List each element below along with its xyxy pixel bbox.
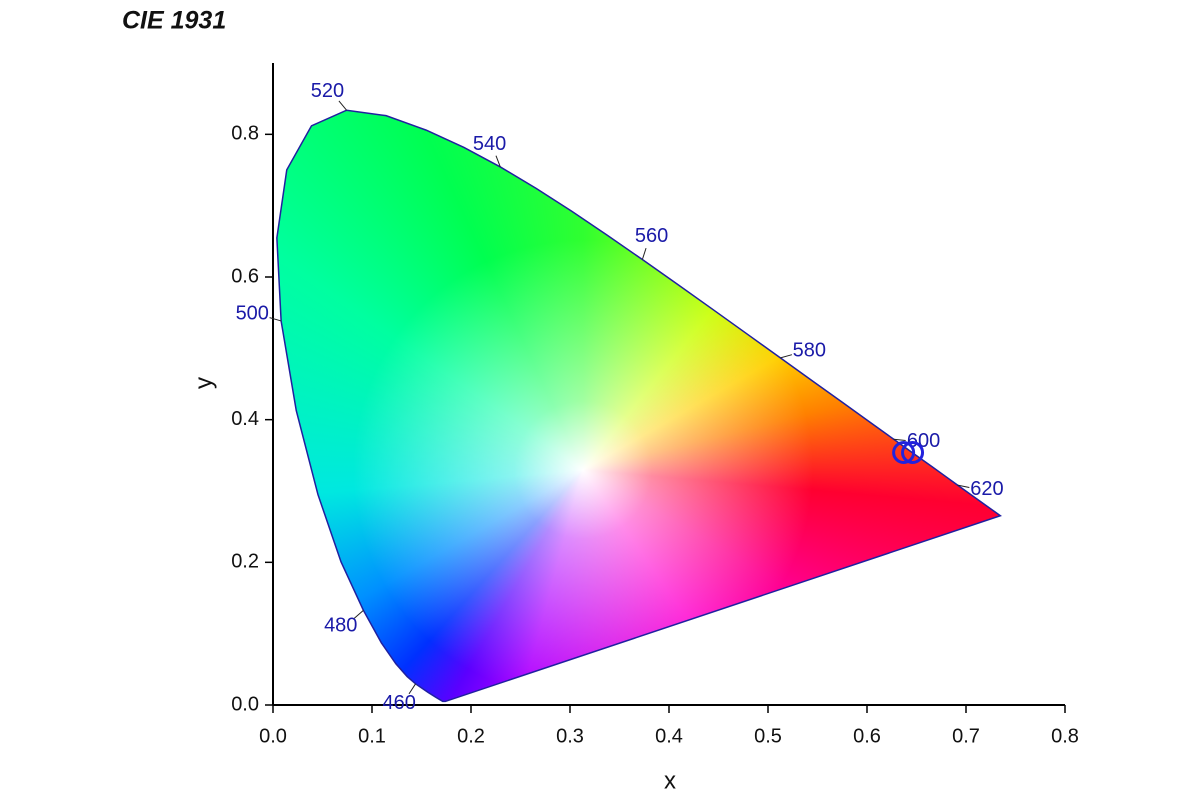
wavelength-label: 520 xyxy=(311,80,344,102)
x-tick-label: 0.7 xyxy=(952,725,980,747)
x-tick-label: 0.4 xyxy=(655,725,683,747)
wavelength-label: 480 xyxy=(324,614,357,636)
wavelength-tick xyxy=(641,247,647,260)
x-tick-label: 0.0 xyxy=(259,725,287,747)
x-axis-label: x xyxy=(664,767,676,794)
wavelength-label: 460 xyxy=(383,692,416,714)
point xyxy=(892,440,916,464)
wavelength-tick xyxy=(957,484,970,489)
wavelength-label: 500 xyxy=(236,303,269,325)
y-axis-label: y xyxy=(190,377,217,389)
wavelength-tick xyxy=(408,683,416,695)
y-tick-label: 0.6 xyxy=(231,265,259,287)
wavelength-tick xyxy=(893,438,906,441)
x-tick-label: 0.2 xyxy=(457,725,485,747)
wavelength-tick xyxy=(269,317,282,322)
y-tick-label: 0.4 xyxy=(231,408,259,430)
wavelength-tick xyxy=(338,100,347,111)
wavelength-tick xyxy=(780,354,793,359)
wavelength-label: 580 xyxy=(793,340,826,362)
y-tick-label: 0.8 xyxy=(231,123,259,145)
x-tick-label: 0.5 xyxy=(754,725,782,747)
wavelength-label: 600 xyxy=(907,430,940,452)
point xyxy=(901,440,925,464)
chart-title: CIE 1931 xyxy=(122,7,226,35)
x-tick-label: 0.6 xyxy=(853,725,881,747)
wavelength-tick xyxy=(354,609,364,619)
wavelength-label: 540 xyxy=(473,133,506,155)
y-tick-label: 0.0 xyxy=(231,693,259,715)
x-tick-label: 0.1 xyxy=(358,725,386,747)
y-tick-label: 0.2 xyxy=(231,551,259,573)
x-tick-label: 0.8 xyxy=(1051,725,1079,747)
wavelength-tick xyxy=(495,155,501,168)
wavelength-label: 560 xyxy=(635,225,668,247)
spectral-locus xyxy=(276,109,1002,703)
x-tick-label: 0.3 xyxy=(556,725,584,747)
wavelength-label: 620 xyxy=(970,478,1003,500)
